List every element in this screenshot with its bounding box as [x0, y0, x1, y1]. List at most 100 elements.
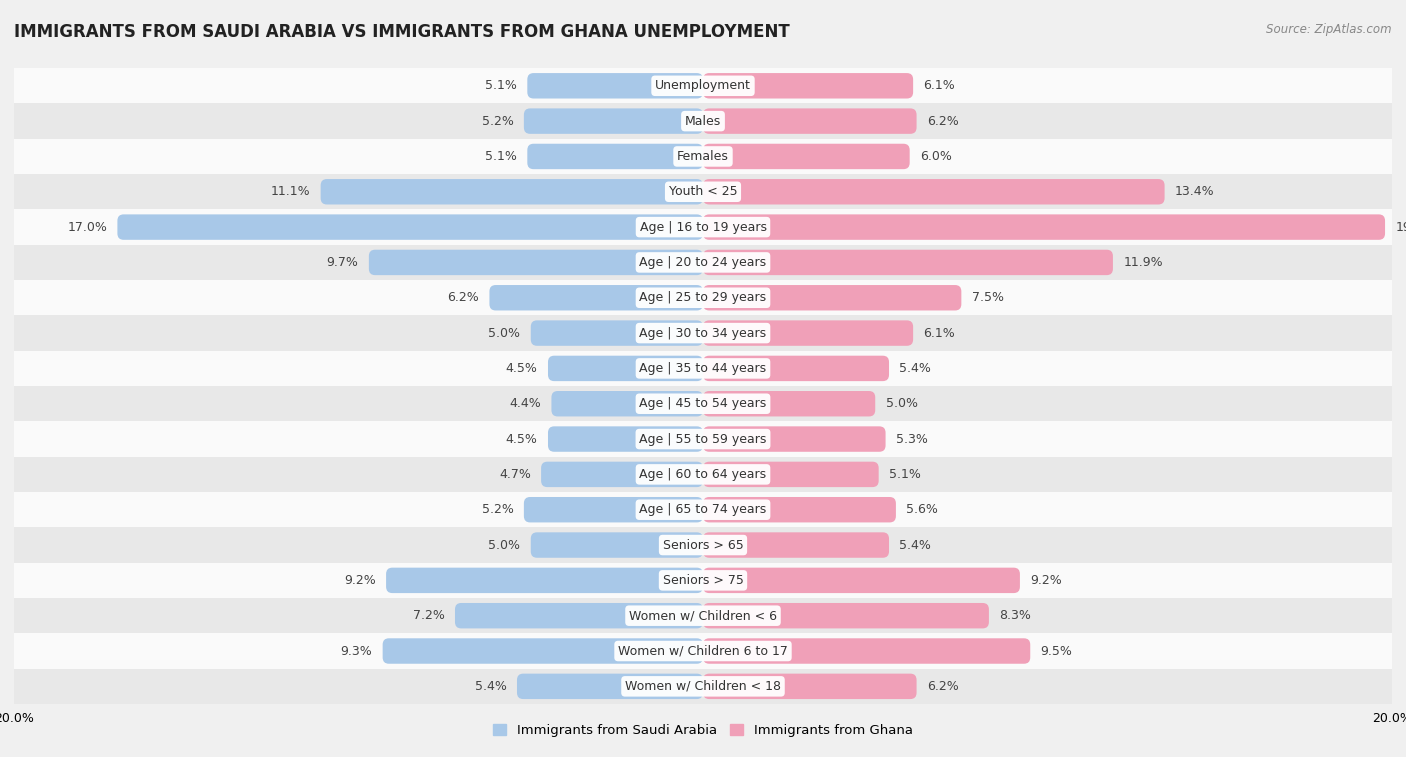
Text: Age | 35 to 44 years: Age | 35 to 44 years [640, 362, 766, 375]
Bar [14, 280, 1392, 316]
Text: 5.1%: 5.1% [889, 468, 921, 481]
Text: 5.1%: 5.1% [485, 79, 517, 92]
Text: Age | 55 to 59 years: Age | 55 to 59 years [640, 432, 766, 446]
Text: Unemployment: Unemployment [655, 79, 751, 92]
Bar [14, 422, 1392, 456]
Text: Source: ZipAtlas.com: Source: ZipAtlas.com [1267, 23, 1392, 36]
Bar [14, 668, 1392, 704]
FancyBboxPatch shape [703, 179, 1164, 204]
Bar [14, 104, 1392, 139]
Text: 5.1%: 5.1% [485, 150, 517, 163]
Text: 8.3%: 8.3% [1000, 609, 1031, 622]
Text: 4.7%: 4.7% [499, 468, 531, 481]
Text: 6.1%: 6.1% [924, 326, 955, 340]
FancyBboxPatch shape [703, 497, 896, 522]
FancyBboxPatch shape [321, 179, 703, 204]
FancyBboxPatch shape [703, 532, 889, 558]
Bar [14, 174, 1392, 210]
Text: IMMIGRANTS FROM SAUDI ARABIA VS IMMIGRANTS FROM GHANA UNEMPLOYMENT: IMMIGRANTS FROM SAUDI ARABIA VS IMMIGRAN… [14, 23, 790, 41]
FancyBboxPatch shape [117, 214, 703, 240]
Text: 6.2%: 6.2% [927, 114, 959, 128]
FancyBboxPatch shape [531, 320, 703, 346]
Bar [14, 350, 1392, 386]
Text: 5.2%: 5.2% [482, 503, 513, 516]
FancyBboxPatch shape [703, 568, 1019, 593]
Bar [14, 456, 1392, 492]
FancyBboxPatch shape [527, 144, 703, 169]
Bar [14, 562, 1392, 598]
FancyBboxPatch shape [703, 285, 962, 310]
Bar [14, 139, 1392, 174]
FancyBboxPatch shape [551, 391, 703, 416]
Text: Age | 65 to 74 years: Age | 65 to 74 years [640, 503, 766, 516]
Text: 5.2%: 5.2% [482, 114, 513, 128]
FancyBboxPatch shape [368, 250, 703, 275]
FancyBboxPatch shape [703, 426, 886, 452]
Text: 11.9%: 11.9% [1123, 256, 1163, 269]
Text: Women w/ Children 6 to 17: Women w/ Children 6 to 17 [619, 644, 787, 658]
Text: Age | 60 to 64 years: Age | 60 to 64 years [640, 468, 766, 481]
Text: 9.7%: 9.7% [326, 256, 359, 269]
Text: 11.1%: 11.1% [271, 185, 311, 198]
Text: 5.4%: 5.4% [900, 362, 931, 375]
Text: Seniors > 75: Seniors > 75 [662, 574, 744, 587]
FancyBboxPatch shape [527, 73, 703, 98]
Text: 5.0%: 5.0% [488, 326, 520, 340]
Bar [14, 316, 1392, 350]
FancyBboxPatch shape [703, 603, 988, 628]
Bar [14, 492, 1392, 528]
Text: 5.4%: 5.4% [475, 680, 506, 693]
Text: Seniors > 65: Seniors > 65 [662, 538, 744, 552]
FancyBboxPatch shape [703, 320, 912, 346]
FancyBboxPatch shape [703, 638, 1031, 664]
FancyBboxPatch shape [517, 674, 703, 699]
Text: 7.2%: 7.2% [413, 609, 444, 622]
Text: 5.6%: 5.6% [907, 503, 938, 516]
Text: Youth < 25: Youth < 25 [669, 185, 737, 198]
Bar [14, 598, 1392, 634]
FancyBboxPatch shape [703, 108, 917, 134]
Text: Age | 25 to 29 years: Age | 25 to 29 years [640, 291, 766, 304]
FancyBboxPatch shape [456, 603, 703, 628]
FancyBboxPatch shape [703, 356, 889, 381]
FancyBboxPatch shape [703, 391, 875, 416]
FancyBboxPatch shape [703, 250, 1114, 275]
Bar [14, 634, 1392, 668]
Bar [14, 528, 1392, 562]
FancyBboxPatch shape [531, 532, 703, 558]
FancyBboxPatch shape [703, 462, 879, 487]
Text: 6.2%: 6.2% [927, 680, 959, 693]
Text: 5.0%: 5.0% [488, 538, 520, 552]
Text: 19.8%: 19.8% [1395, 220, 1406, 234]
Text: 17.0%: 17.0% [67, 220, 107, 234]
FancyBboxPatch shape [703, 73, 912, 98]
Text: 7.5%: 7.5% [972, 291, 1004, 304]
Text: 4.5%: 4.5% [506, 362, 537, 375]
Legend: Immigrants from Saudi Arabia, Immigrants from Ghana: Immigrants from Saudi Arabia, Immigrants… [488, 718, 918, 742]
FancyBboxPatch shape [703, 144, 910, 169]
Text: Women w/ Children < 18: Women w/ Children < 18 [626, 680, 780, 693]
Text: 4.5%: 4.5% [506, 432, 537, 446]
Text: 13.4%: 13.4% [1175, 185, 1215, 198]
FancyBboxPatch shape [524, 497, 703, 522]
Text: 4.4%: 4.4% [509, 397, 541, 410]
Text: 6.0%: 6.0% [920, 150, 952, 163]
FancyBboxPatch shape [489, 285, 703, 310]
Text: Women w/ Children < 6: Women w/ Children < 6 [628, 609, 778, 622]
Text: 9.2%: 9.2% [1031, 574, 1062, 587]
FancyBboxPatch shape [703, 674, 917, 699]
Text: 6.1%: 6.1% [924, 79, 955, 92]
Text: Age | 45 to 54 years: Age | 45 to 54 years [640, 397, 766, 410]
FancyBboxPatch shape [548, 356, 703, 381]
FancyBboxPatch shape [524, 108, 703, 134]
Bar [14, 245, 1392, 280]
Bar [14, 386, 1392, 422]
FancyBboxPatch shape [387, 568, 703, 593]
Text: Males: Males [685, 114, 721, 128]
Text: 6.2%: 6.2% [447, 291, 479, 304]
FancyBboxPatch shape [382, 638, 703, 664]
Text: Age | 20 to 24 years: Age | 20 to 24 years [640, 256, 766, 269]
Text: 5.0%: 5.0% [886, 397, 918, 410]
Text: 5.4%: 5.4% [900, 538, 931, 552]
Text: Age | 30 to 34 years: Age | 30 to 34 years [640, 326, 766, 340]
